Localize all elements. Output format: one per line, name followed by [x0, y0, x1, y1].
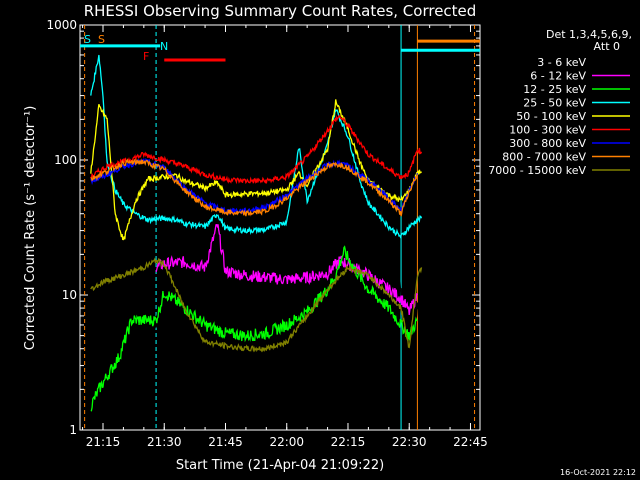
- series-line: [90, 114, 423, 185]
- legend-header-attenuator: Att 0: [594, 40, 620, 53]
- legend-label: 50 - 100 keV: [516, 110, 586, 123]
- legend-label: 6 - 12 keV: [530, 70, 586, 83]
- legend-label: 100 - 300 keV: [509, 124, 586, 137]
- x-tick-label: 21:15: [86, 435, 121, 449]
- legend-header: Det 1,3,4,5,6,9,: [546, 28, 632, 41]
- series-line: [90, 99, 423, 241]
- y-axis-label: Corrected Count Rate (s⁻¹ detector⁻¹): [23, 106, 38, 351]
- y-tick-label: 100: [54, 153, 77, 167]
- plot-area: 21:15 21:30 21:45 22:00 22:15 22:30 22:45 1 10 10…: [46, 18, 487, 449]
- y-tick-label: 1: [69, 423, 77, 437]
- legend-label: 300 - 800 keV: [509, 137, 586, 150]
- plot-frame: [79, 24, 481, 431]
- chart-title: RHESSI Observing Summary Count Rates, Co…: [84, 2, 477, 20]
- date-stamp: 16-Oct-2021 22:12: [560, 468, 636, 477]
- x-tick-label: 21:30: [147, 435, 182, 449]
- state-marker-label: S: [84, 33, 91, 46]
- y-tick-label: 1000: [46, 18, 77, 32]
- state-marker-label: N: [160, 40, 168, 53]
- x-tick-label: 21:45: [208, 435, 243, 449]
- series-line: [90, 245, 418, 412]
- x-tick-label: 22:00: [269, 435, 304, 449]
- legend-label: 800 - 7000 keV: [502, 151, 586, 164]
- series-line: [90, 54, 423, 239]
- series-line: [90, 158, 419, 217]
- x-tick-label: 22:30: [392, 435, 427, 449]
- x-axis-label: Start Time (21-Apr-04 21:09:22): [176, 458, 384, 473]
- legend-label: 12 - 25 keV: [523, 83, 586, 96]
- x-tick-label: 22:45: [453, 435, 488, 449]
- legend-label: 25 - 50 keV: [523, 97, 586, 110]
- series-group: [84, 25, 476, 430]
- x-tick-label: 22:15: [331, 435, 366, 449]
- y-tick-label: 10: [62, 288, 77, 302]
- series-line: [90, 257, 423, 353]
- legend-label: 7000 - 15000 keV: [488, 164, 586, 177]
- state-marker-label: S: [98, 33, 105, 46]
- state-marker-label: F: [143, 50, 149, 63]
- legend-label: 3 - 6 keV: [537, 56, 586, 69]
